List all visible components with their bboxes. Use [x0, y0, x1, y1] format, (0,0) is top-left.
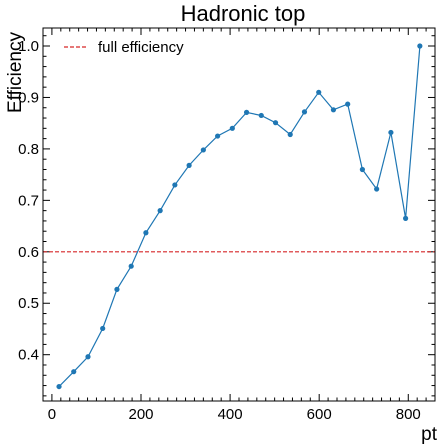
y-tick-label: 0.6 [18, 244, 39, 261]
y-tick-label: 1.0 [18, 38, 39, 55]
data-point [128, 263, 134, 269]
data-point [417, 43, 423, 49]
data-point [157, 208, 163, 214]
data-point [71, 369, 77, 375]
data-point [316, 89, 322, 95]
chart-title: Hadronic top [181, 1, 306, 26]
data-point [403, 215, 409, 221]
data-point [200, 147, 206, 153]
data-point [359, 166, 365, 173]
data-point [374, 186, 380, 192]
data-point [172, 182, 178, 188]
data-point [100, 325, 106, 332]
data-point [330, 107, 337, 113]
data-point [388, 129, 394, 136]
y-tick-label: 0.9 [18, 89, 39, 106]
legend-label-full-efficiency: full efficiency [98, 39, 184, 56]
y-tick-label: 0.8 [18, 141, 39, 158]
data-point [186, 162, 192, 168]
x-tick-label: 0 [48, 406, 56, 423]
axis-ticks: 0 200 400 600 800 0.4 0.5 0.6 0.7 0.8 0.9 1.0 [18, 28, 436, 423]
y-axis-label: Efficiency [5, 32, 26, 113]
y-tick-label: 0.5 [18, 295, 39, 312]
data-point [215, 133, 221, 139]
x-tick-label: 200 [128, 406, 153, 423]
data-point [258, 112, 264, 119]
data-point [114, 286, 120, 292]
data-point [272, 120, 279, 126]
x-tick-label: 600 [307, 406, 332, 423]
data-point [243, 109, 250, 115]
y-tick-label: 0.4 [18, 347, 39, 364]
data-point [85, 354, 91, 360]
data-point [345, 101, 351, 107]
x-tick-label: 400 [218, 406, 243, 423]
data-point [56, 383, 62, 390]
x-tick-label: 800 [396, 406, 421, 423]
series-layer [56, 43, 423, 390]
legend: full efficiency [64, 39, 184, 56]
data-point [143, 230, 149, 236]
data-point [287, 131, 293, 138]
data-point [229, 125, 235, 131]
data-point [301, 109, 308, 115]
plot-frame [42, 27, 436, 402]
y-tick-label: 0.7 [18, 192, 39, 209]
series-line [58, 45, 421, 388]
x-axis-label: pt [421, 424, 438, 445]
